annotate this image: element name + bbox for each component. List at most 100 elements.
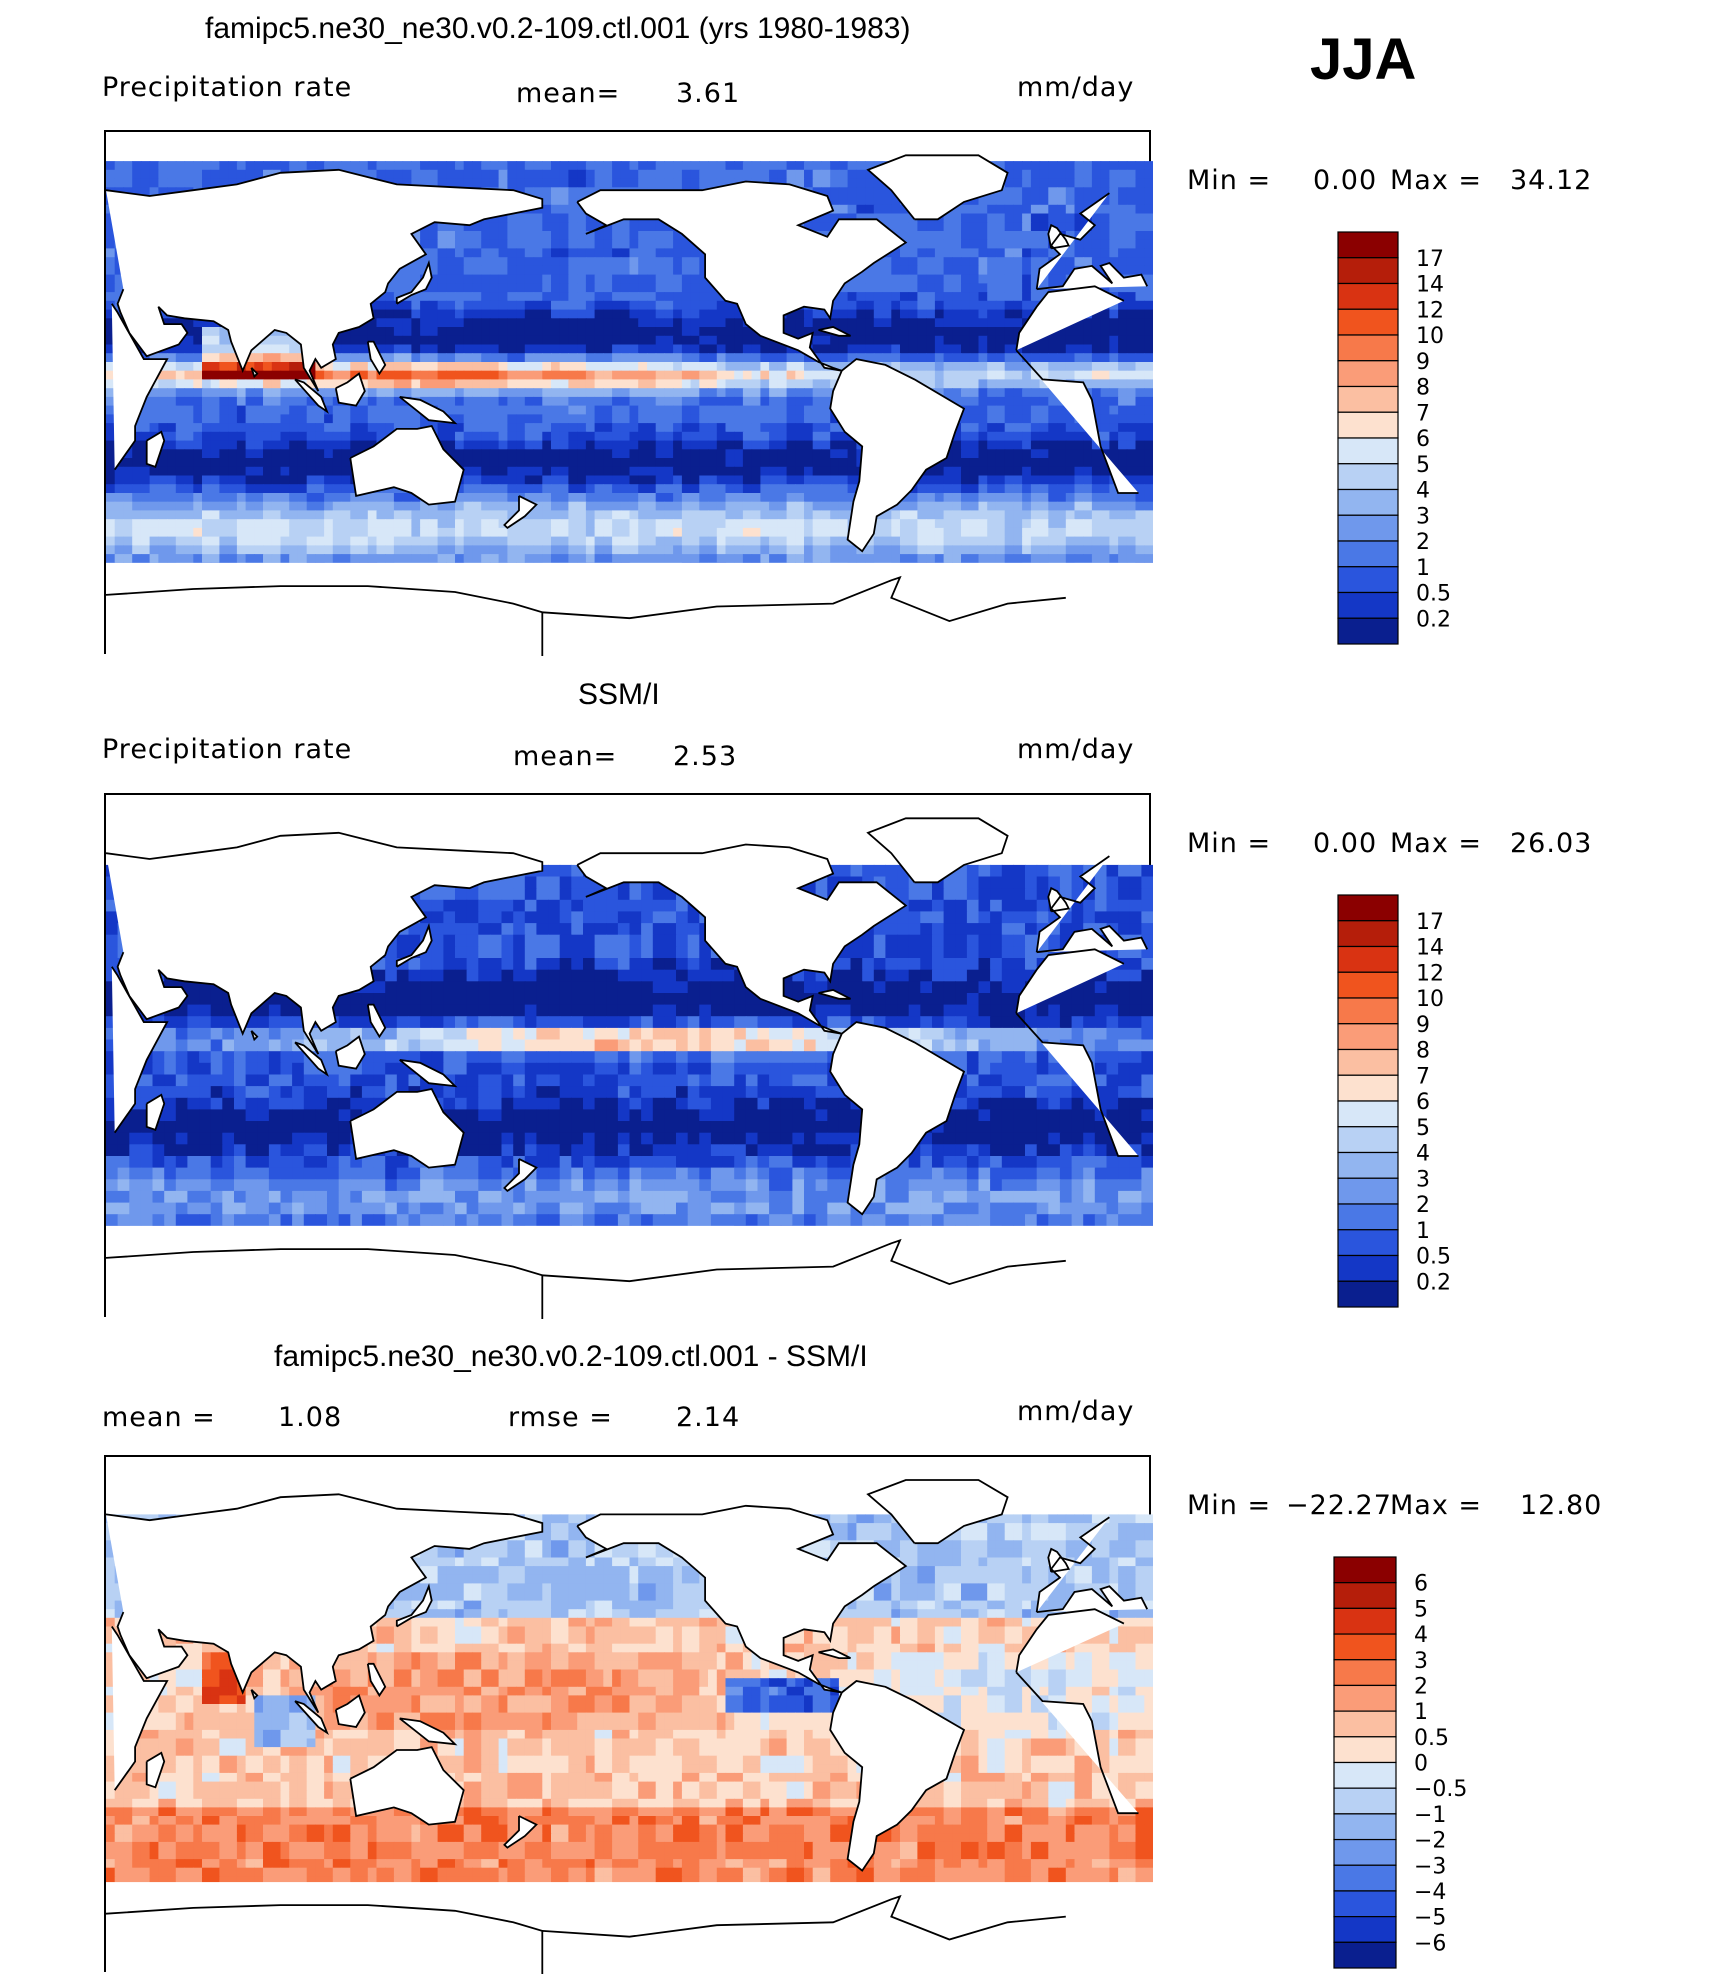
colorbar-swatch	[1337, 997, 1399, 1025]
panel-2-mean-value: 2.53	[673, 741, 738, 772]
colorbar-swatch	[1337, 591, 1399, 619]
panel-2-variable-label: Precipitation rate	[102, 734, 353, 765]
colorbar-swatch	[1333, 1761, 1397, 1789]
colorbar-swatch	[1337, 540, 1399, 568]
land-mask	[106, 1480, 1153, 1974]
colorbar-tick-label: 6	[1416, 1090, 1430, 1115]
panel-3-min-value: −22.27	[1286, 1490, 1392, 1521]
colorbar-swatch	[1333, 1633, 1397, 1661]
colorbar-tick-label: 8	[1416, 1039, 1430, 1064]
panel-2-title: SSM/I	[578, 678, 660, 711]
colorbar-swatch	[1337, 463, 1399, 491]
panel-2-units: mm/day	[1017, 734, 1135, 765]
colorbar-tick-label: 6	[1414, 1572, 1428, 1597]
colorbar-tick-label: 4	[1416, 1142, 1430, 1167]
colorbar-swatch	[1333, 1659, 1397, 1687]
land-mask	[106, 155, 1153, 656]
colorbar-tick-label: 0.2	[1416, 1270, 1451, 1295]
colorbar-swatch	[1337, 257, 1399, 285]
colorbar-swatch	[1333, 1607, 1397, 1635]
colorbar-swatch	[1337, 437, 1399, 465]
colorbar-swatch	[1333, 1736, 1397, 1764]
colorbar-tick-label: 9	[1416, 1013, 1430, 1038]
colorbar-tick-label: 5	[1416, 1116, 1430, 1141]
colorbar-swatch	[1337, 1203, 1399, 1231]
colorbar-tick-label: 2	[1416, 530, 1430, 555]
colorbar-swatch	[1337, 1151, 1399, 1179]
colorbar-swatch	[1333, 1916, 1397, 1943]
land-mask	[106, 818, 1153, 1319]
colorbar-tick-label: 12	[1416, 961, 1444, 986]
colorbar-swatch	[1337, 566, 1399, 594]
coastlines	[106, 154, 1149, 656]
colorbar-swatch	[1333, 1787, 1397, 1815]
panel-3-units: mm/day	[1017, 1396, 1135, 1427]
colorbar-tick-label: 7	[1416, 401, 1430, 426]
colorbar-swatch	[1333, 1941, 1397, 1969]
colorbar-tick-label: 14	[1416, 936, 1444, 961]
colorbar-tick-label: 0.5	[1416, 582, 1451, 607]
colorbar-swatch	[1337, 231, 1399, 259]
colorbar-tick-label: 0	[1414, 1752, 1428, 1777]
colorbar-tick-label: 1	[1416, 1219, 1430, 1244]
panel-3-mean-value: 1.08	[278, 1402, 343, 1433]
colorbar-swatch	[1337, 1280, 1399, 1308]
colorbar-swatch	[1333, 1813, 1397, 1841]
colorbar-swatch	[1337, 514, 1399, 542]
colorbar-swatch	[1337, 411, 1399, 439]
colorbar-tick-label: 3	[1416, 504, 1430, 529]
panel-2-map	[104, 793, 1153, 1319]
colorbar-tick-label: −4	[1414, 1880, 1446, 1905]
colorbar-swatch	[1333, 1684, 1397, 1712]
colorbar-swatch	[1337, 1254, 1399, 1282]
colorbar-tick-label: 0.2	[1416, 607, 1451, 632]
colorbar-tick-label: 6	[1416, 427, 1430, 452]
colorbar-tick-label: 14	[1416, 273, 1444, 298]
colorbar-tick-label: 17	[1416, 910, 1444, 935]
colorbar-tick-label: 9	[1416, 350, 1430, 375]
panel-2-max-label: Max =	[1390, 828, 1483, 859]
panel-3-title: famipc5.ne30_ne30.v0.2-109.ctl.001 - SSM…	[274, 1340, 868, 1373]
panel-3-rmse-value: 2.14	[676, 1402, 741, 1433]
colorbar-tick-label: 4	[1414, 1623, 1428, 1648]
colorbar-tick-label: 17	[1416, 247, 1444, 272]
colorbar-swatch	[1337, 1177, 1399, 1205]
colorbar-tick-label: −1	[1414, 1803, 1446, 1828]
panel-3-mean-label: mean =	[102, 1402, 216, 1433]
colorbar-tick-label: 10	[1416, 987, 1444, 1012]
panel-1-map	[104, 130, 1153, 656]
panel-2-min-label: Min =	[1187, 828, 1272, 859]
colorbar-tick-label: −6	[1414, 1931, 1446, 1956]
colorbar-swatch	[1337, 1048, 1399, 1076]
colorbar-swatch	[1337, 1100, 1399, 1128]
colorbar-swatch	[1337, 282, 1399, 310]
colorbar-tick-label: −3	[1414, 1854, 1446, 1879]
colorbar-swatch	[1337, 488, 1399, 516]
colorbar-swatch	[1337, 1229, 1399, 1257]
colorbar-tick-label: 8	[1416, 376, 1430, 401]
panel-1-min-value: 0.00	[1313, 165, 1378, 196]
colorbar-swatch	[1337, 920, 1399, 948]
panel-1-units: mm/day	[1017, 72, 1135, 103]
colorbar-tick-label: −5	[1414, 1906, 1446, 1931]
colorbar-swatch	[1337, 1074, 1399, 1102]
panel-3-max-label: Max =	[1390, 1490, 1483, 1521]
panel-1-mean-label: mean=	[516, 78, 621, 109]
colorbar-tick-label: 10	[1416, 324, 1444, 349]
coastlines	[106, 1479, 1149, 1974]
colorbar-swatch	[1337, 945, 1399, 973]
colorbar-tick-label: 2	[1414, 1674, 1428, 1699]
colorbar-tick-label: −0.5	[1414, 1777, 1466, 1802]
colorbar-tick-label: 1	[1414, 1700, 1428, 1725]
panel-1-max-label: Max =	[1390, 165, 1483, 196]
colorbar-swatch	[1333, 1838, 1397, 1866]
colorbar-tick-label: 5	[1414, 1597, 1428, 1622]
colorbar-tick-label: 1	[1416, 556, 1430, 581]
colorbar-tick-label: 2	[1416, 1193, 1430, 1218]
colorbar-swatch	[1337, 385, 1399, 413]
panel-2-max-value: 26.03	[1510, 828, 1593, 859]
panel-3-map	[104, 1455, 1153, 1974]
panel-2-min-value: 0.00	[1313, 828, 1378, 859]
